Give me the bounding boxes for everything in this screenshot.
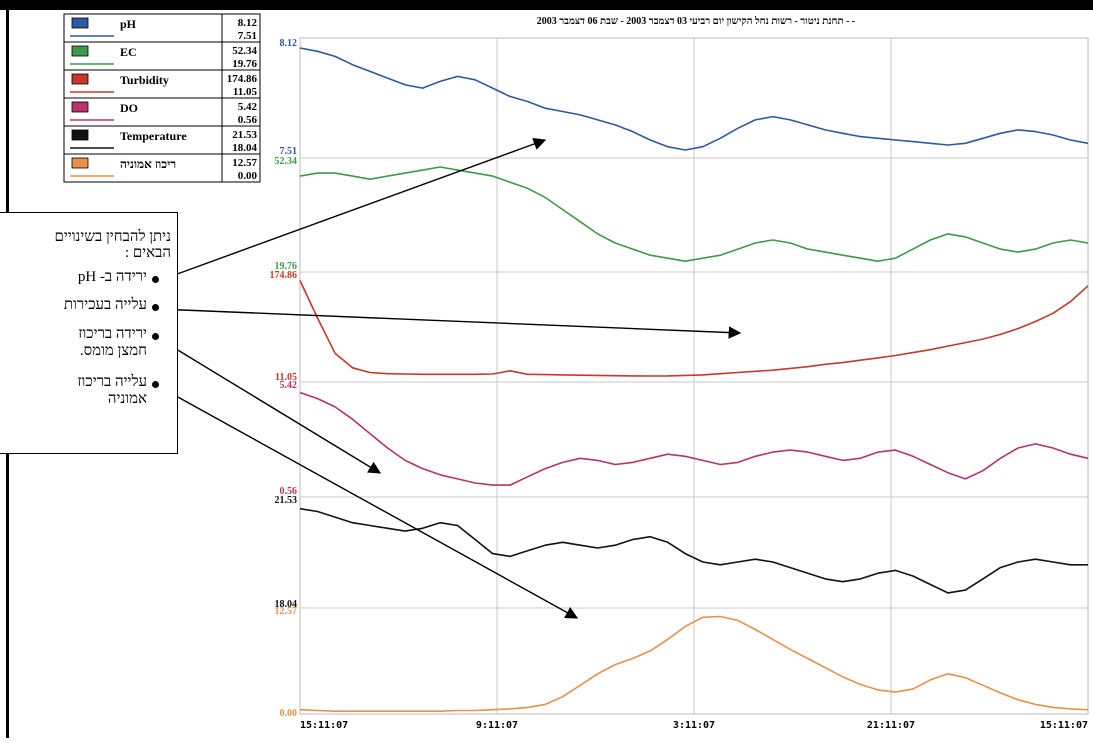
- series-max-label: 52.34: [275, 156, 298, 167]
- legend-max-value: 5.42: [238, 101, 258, 113]
- grid-lines: [299, 37, 1089, 715]
- series-line-0: [299, 47, 1089, 151]
- annotation-arrow: [157, 308, 742, 339]
- legend-max-value: 52.34: [232, 45, 257, 57]
- bullet-icon: [152, 276, 159, 283]
- legend-min-value: 18.04: [232, 142, 257, 154]
- bullet-icon: [152, 333, 159, 340]
- chart-title: - - תחנת ניטור - רשות נחל הקישון יום רבי…: [537, 15, 855, 27]
- legend-swatch: [71, 17, 89, 29]
- series-max-label: 12.57: [275, 606, 298, 617]
- x-tick-label: 15:11:07: [1040, 720, 1088, 731]
- legend-series-name: DO: [120, 101, 138, 115]
- annotation-callout: ניתן להבחין בשינויים הבאים : ירידה ב- pH…: [0, 212, 178, 454]
- legend-series-name: Turbidity: [120, 73, 169, 87]
- legend-min-value: 7.51: [238, 30, 257, 42]
- legend-swatch: [71, 73, 89, 85]
- series-line-3: [299, 391, 1089, 486]
- legend-min-value: 19.76: [232, 58, 257, 70]
- legend-min-value: 0.56: [238, 114, 258, 126]
- series-min-label: 19.76: [275, 261, 298, 272]
- bullet-icon: [152, 381, 159, 388]
- x-axis-ticks: 15:11:07 9:11:07 3:11:07 21:11:07 15:11:07: [300, 720, 1088, 731]
- series-max-label: 5.42: [280, 380, 298, 391]
- x-tick-label: 9:11:07: [476, 720, 518, 731]
- legend-min-value: 11.05: [233, 86, 258, 98]
- legend-max-value: 8.12: [238, 17, 258, 29]
- callout-item-do: ירידה בריכוז חמצן מומס.: [78, 326, 147, 359]
- legend-series-name: EC: [120, 45, 137, 59]
- series-max-label: 8.12: [280, 38, 298, 49]
- series-min-label: 7.51: [280, 146, 298, 157]
- legend-max-value: 21.53: [232, 129, 257, 141]
- callout-item-turbidity: עלייה בעכירות: [63, 297, 147, 313]
- annotation-arrow: [157, 337, 382, 474]
- callout-item-ph: ירידה ב- pH: [77, 269, 147, 285]
- series-line-4: [299, 507, 1088, 594]
- annotation-arrow: [157, 137, 547, 282]
- legend-swatch: [71, 101, 89, 113]
- callout-intro: ניתן להבחין בשינויים הבאים :: [54, 229, 171, 261]
- legend-swatch: [71, 129, 89, 141]
- legend-max-value: 12.57: [232, 157, 257, 169]
- series-min-label: 0.00: [280, 708, 298, 719]
- annotation-arrow: [157, 385, 579, 619]
- x-tick-label: 15:11:07: [300, 720, 348, 731]
- series-min-label: 18.04: [275, 599, 298, 610]
- bullet-icon: [152, 304, 159, 311]
- annotation-arrows: [157, 137, 742, 619]
- series-max-label: 21.53: [275, 495, 298, 506]
- x-tick-label: 21:11:07: [867, 720, 915, 731]
- series-min-label: 0.56: [280, 486, 298, 497]
- legend-min-value: 0.00: [238, 170, 258, 182]
- legend-series-name: ריכוז אמוניה: [120, 157, 176, 171]
- legend-swatch: [71, 157, 89, 169]
- series-line-1: [299, 166, 1089, 263]
- series-min-label: 11.05: [275, 372, 297, 383]
- top-banner: [0, 0, 1093, 10]
- x-tick-label: 3:11:07: [673, 720, 715, 731]
- series-max-label: 174.86: [270, 270, 298, 281]
- legend-series-name: Temperature: [120, 129, 187, 143]
- series-line-2: [299, 280, 1089, 377]
- legend-swatch: [71, 45, 89, 57]
- legend-max-value: 174.86: [227, 73, 258, 85]
- legend-series-name: pH: [120, 17, 137, 31]
- callout-item-ammonia: עלייה בריכוז אמוניה: [77, 374, 147, 407]
- series-line-5: [299, 615, 1089, 713]
